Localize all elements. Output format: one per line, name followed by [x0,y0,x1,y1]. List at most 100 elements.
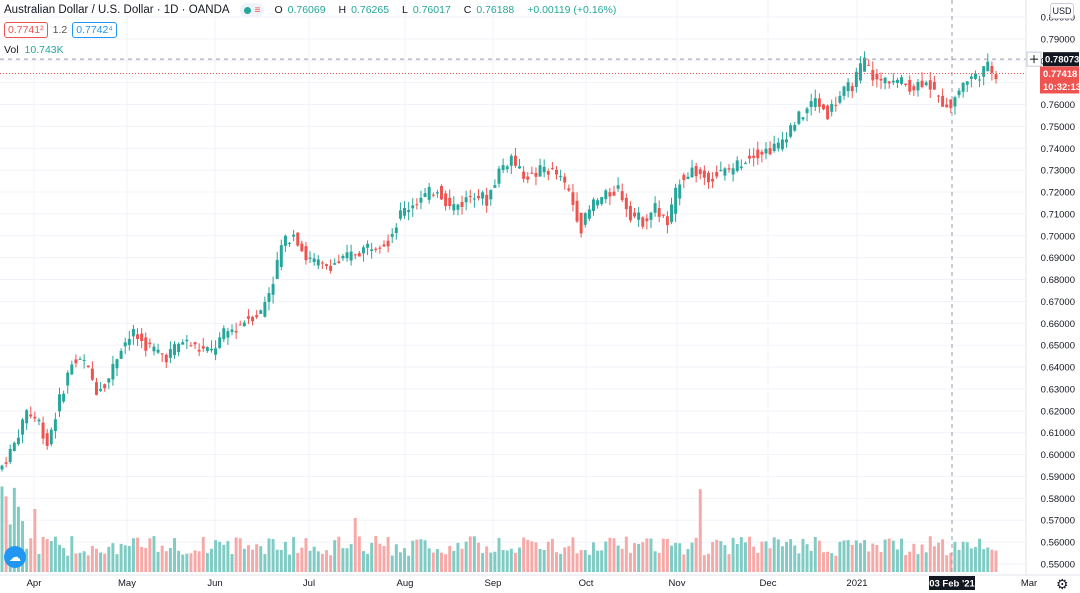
buy-button[interactable]: 0.7742⁴ [72,22,117,38]
volume-bar [945,555,949,572]
volume-bar [160,545,164,572]
price-tick-label: 0.61000 [1041,428,1075,439]
volume-bar [883,539,887,572]
volume-bar [645,538,649,572]
volume-bar [785,541,788,572]
volume-bar [296,552,300,572]
candle-body [768,148,772,155]
volume-bar [641,542,645,572]
close-label: C [463,4,472,16]
volume-bar [863,540,867,572]
candle-body [37,419,41,422]
candle-body [780,139,784,150]
time-axis[interactable]: Apr May Jun Jul Aug Sep Oct Nov Dec 2021 Mar 03 Feb… [0,574,1080,590]
volume-bar [518,547,522,572]
candle-body [932,81,936,90]
candle-body [33,416,37,419]
menu-icon[interactable]: ≡ [254,4,261,16]
volume-bar [920,544,924,572]
candle-body [797,111,801,124]
volume-bar [279,549,283,572]
volume-bar [887,538,891,572]
candle-body [255,315,259,318]
candle-body [197,349,201,352]
price-axis[interactable]: 0.800000.790000.780000.770000.760000.750… [1025,0,1080,591]
candle-body [994,74,998,80]
candle-body [218,337,222,348]
volume-bar [440,552,443,572]
volume-bar [78,552,82,572]
currency-button[interactable]: USD [1050,3,1074,19]
candle-body [193,342,197,345]
candle-body [727,168,731,170]
candle-body [912,86,916,91]
volume-bar [29,538,33,572]
volume-label[interactable]: Vol [4,44,19,56]
volume-bar [90,546,94,572]
candle-body [559,175,563,177]
gear-icon[interactable]: ⚙ [1056,576,1069,592]
candle-body [887,81,891,84]
volume-bar [748,536,752,572]
candle-body [924,82,928,86]
candle-body [86,365,90,368]
candle-body [723,168,727,176]
tradingview-logo-icon[interactable]: ☁ [4,546,26,568]
volume-bar [197,551,201,572]
candle-body [583,213,587,225]
volume-bar [210,548,213,572]
candle-body [698,169,702,175]
volume-bar [493,551,497,572]
quote-row: 0.7741² 1.2 0.7742⁴ [4,22,117,38]
volume-bar [201,537,205,572]
symbol-title[interactable]: Australian Dollar / U.S. Dollar · 1D · O… [4,4,230,16]
candle-body [349,251,353,261]
candle-body [567,188,571,191]
price-tick-label: 0.76000 [1041,100,1075,111]
candle-body [982,66,986,77]
candle-body [485,194,489,206]
candle-body [361,247,365,254]
countdown-label: 10:32:13 [1043,82,1080,93]
legend-toggle[interactable]: ≡ [239,3,265,17]
candle-body [378,247,382,249]
volume-bar [789,539,793,572]
volume-bar [70,536,74,572]
volume-bar [678,543,682,572]
volume-bar [173,538,176,572]
sell-button[interactable]: 0.7741² [4,22,48,38]
volume-bar [177,550,181,572]
volume-bar [932,546,936,572]
time-tick-label: Mar [1021,578,1037,589]
candle-body [292,234,296,237]
candle-body [152,346,156,352]
candle-body [711,178,715,182]
candle-body [957,90,961,96]
volume-bar [739,537,743,572]
candle-body [694,165,698,177]
low-label: L [401,4,408,16]
volume-bar [965,542,969,572]
volume-bar [559,553,563,572]
candle-body [953,97,957,107]
volume-bar [66,555,70,572]
time-tick-label: Dec [760,578,777,589]
volume-bar [185,553,189,572]
candle-body [115,359,119,369]
candle-body [776,142,780,149]
volume-bar [776,539,780,572]
volume-bar [394,544,398,572]
price-tick-label: 0.62000 [1041,406,1075,417]
volume-bar [242,548,246,572]
candle-body [518,166,522,169]
candle-body [965,81,969,85]
volume-bar [366,553,370,572]
candle-body [25,410,29,424]
candle-body [641,217,645,227]
candle-body [123,342,127,347]
candle-body [259,310,263,314]
time-tick-label: Oct [579,578,594,589]
volume-bar [226,541,230,572]
